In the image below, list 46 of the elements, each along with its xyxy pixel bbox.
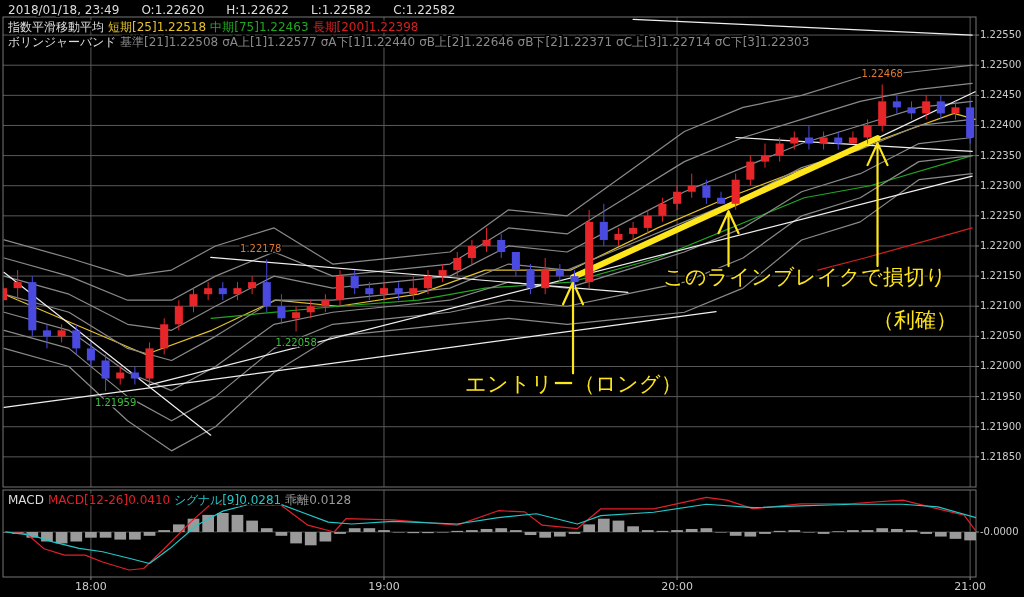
y-tick-label: 1.21850: [980, 450, 1022, 462]
y-tick-label: 1.22300: [980, 179, 1022, 191]
text: 短期[25]1.22518: [108, 19, 207, 34]
y-tick-label: 1.21950: [980, 390, 1022, 402]
y-tick-label: 1.22400: [980, 119, 1022, 131]
annotation: このラインブレイクで損切り: [662, 265, 947, 290]
text: -0.0000: [980, 526, 1019, 537]
annotation: σC上[3]1.22714: [616, 34, 711, 49]
text: L:1.22582: [310, 2, 372, 17]
annotation: σC下[3]1.22303: [714, 34, 810, 49]
annotation: σB下[2]1.22371: [517, 34, 613, 49]
series-label: シグナル[9]0.0281: [174, 492, 282, 507]
annotation: MACD: [8, 492, 44, 507]
annotation: ボリンジャーバンド: [8, 34, 116, 49]
annotation: σA上[1]1.22577: [222, 34, 317, 49]
y-tick-label: 1.22000: [980, 360, 1022, 372]
annotation: 指数平滑移動平均: [7, 19, 104, 34]
y-tick-label: 1.21900: [980, 420, 1022, 432]
series-label: 乖離0.0128: [285, 492, 352, 507]
annotation: エントリー（ロング）: [464, 372, 682, 397]
y-tick-label: 1.22200: [980, 239, 1022, 251]
y-tick-label: 1.22450: [980, 89, 1022, 101]
y-tick-label: 1.22100: [980, 300, 1022, 312]
text: MACD[12-26]0.0410: [47, 492, 171, 507]
y-tick-label: 1.22550: [980, 29, 1022, 41]
x-tick-label: 18:00: [75, 580, 107, 593]
annotation: σB上[2]1.22646: [419, 34, 514, 49]
text: H:1.22622: [226, 2, 289, 17]
y-tick-label: 1.22500: [980, 59, 1022, 71]
annotation: 1.22178: [240, 243, 282, 255]
y-tick-label: 1.22050: [980, 330, 1022, 342]
x-tick-label: 20:00: [661, 580, 693, 593]
x-tick-label: 21:00: [954, 580, 986, 593]
annotation: σA下[1]1.22440: [320, 34, 416, 49]
x-tick-label: 19:00: [368, 580, 400, 593]
annotation: （利確）: [872, 308, 957, 333]
annotation: 1.22468: [861, 68, 903, 80]
text: 中期[75]1.22463: [210, 19, 309, 34]
y-tick-label: 1.22350: [980, 149, 1022, 161]
annotation: 基準[21]1.22508: [120, 34, 219, 49]
text: O:1.22620: [141, 2, 205, 17]
y-tick-label: 1.22150: [980, 270, 1022, 282]
text: C:1.22582: [393, 2, 456, 17]
y-tick-label: 1.22250: [980, 209, 1022, 221]
text: 長期[200]1.22398: [312, 19, 419, 34]
text: 2018/01/18, 23:49: [8, 2, 120, 17]
